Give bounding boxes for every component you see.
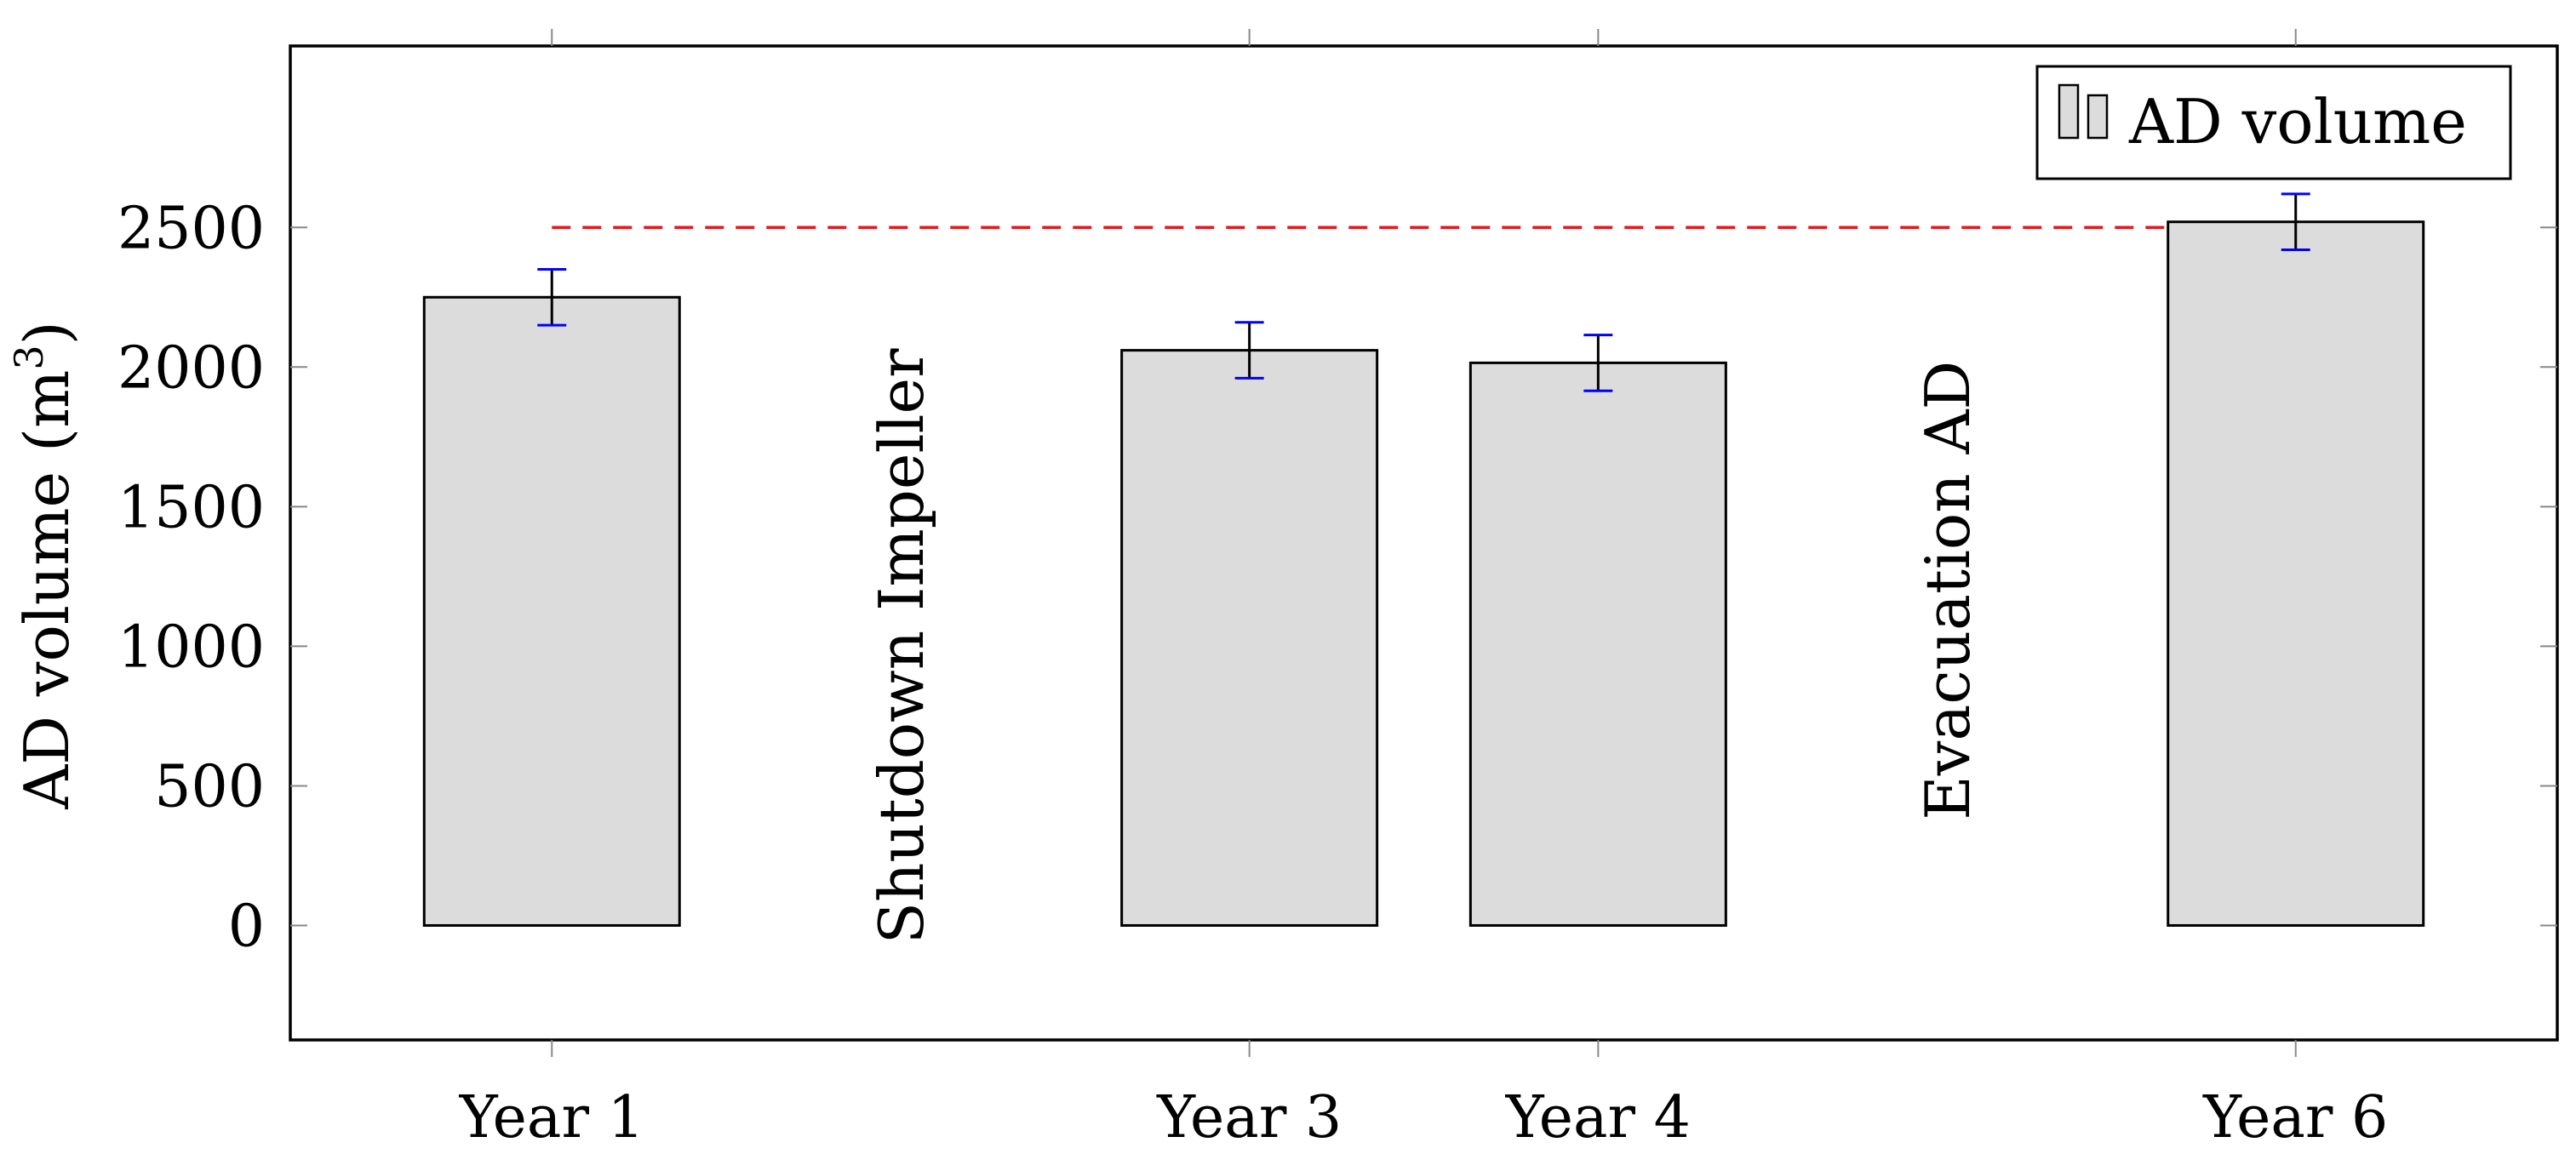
legend-box (2035, 65, 2512, 180)
bar-year-6 (2167, 220, 2425, 927)
y-tick-label: 2500 (117, 195, 265, 262)
bar-year-1 (422, 295, 681, 927)
y-axis-title-superscript: 3 (6, 345, 52, 369)
legend-label: AD volume (2128, 86, 2467, 157)
annotation-shutdown-impeller: Shutdown Impeller (866, 348, 937, 944)
y-tick-label: 0 (228, 893, 265, 960)
x-tick-label-year-4: Year 4 (1505, 1084, 1691, 1151)
legend-swatch-small (2087, 94, 2109, 140)
y-axis-title-text: AD volume (m (11, 370, 83, 810)
y-axis-title-close: ) (11, 321, 83, 345)
legend-swatch (2058, 83, 2080, 140)
y-tick-label: 500 (154, 753, 265, 820)
x-tick-label-year-1: Year 1 (459, 1084, 644, 1151)
y-tick-label: 2000 (117, 334, 265, 402)
x-tick-label-year-6: Year 6 (2202, 1084, 2388, 1151)
y-tick-label: 1500 (117, 474, 265, 541)
plot-frame (289, 44, 2559, 1042)
bar-year-3 (1120, 349, 1379, 927)
x-tick-label-year-3: Year 3 (1156, 1084, 1342, 1151)
y-axis-title: AD volume (m3) (6, 321, 83, 810)
y-tick-label: 1000 (117, 614, 265, 681)
annotation-evacuation-ad: Evacuation AD (1912, 361, 1984, 820)
bar-year-4 (1468, 361, 1727, 927)
